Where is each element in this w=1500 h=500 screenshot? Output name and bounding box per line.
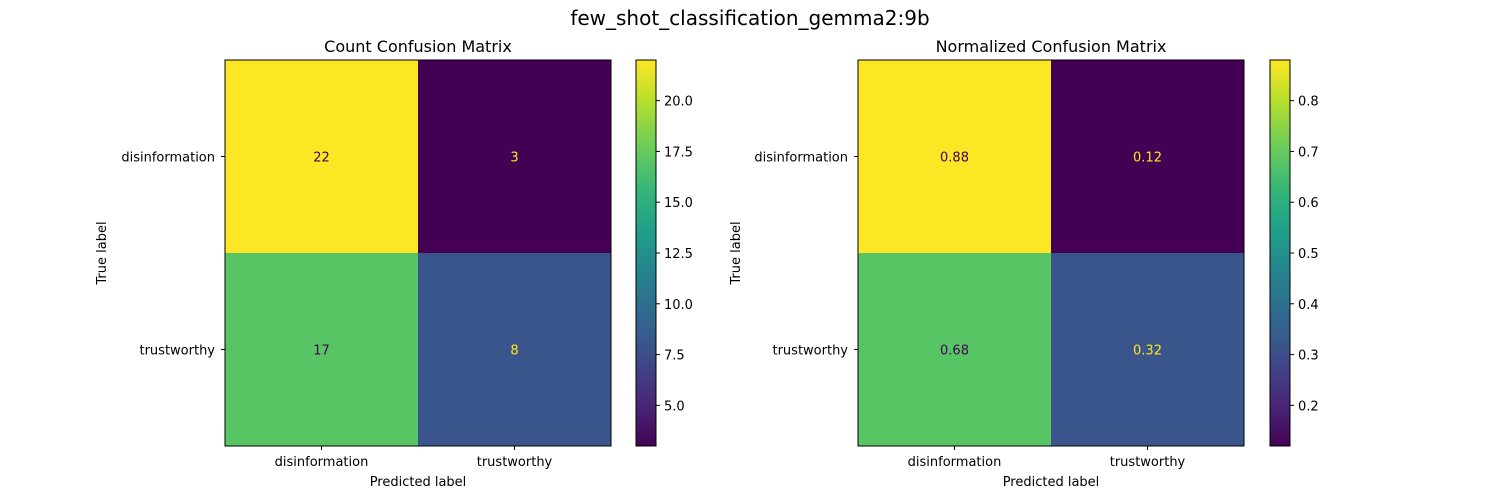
confusion-matrix-2: 0.88 0.12 0.68 0.32 Normalized Confusion Mat… — [729, 37, 1319, 490]
x-tick-label: trustworthy — [477, 455, 553, 470]
cell-value-label: 17 — [313, 344, 330, 359]
colorbar-tick-label: 0.2 — [1298, 399, 1319, 414]
cell-value-label: 0.88 — [940, 151, 969, 166]
cell-value-label: 8 — [510, 344, 518, 359]
x-tick-label: disinformation — [908, 455, 1002, 470]
y-tick-label: disinformation — [121, 151, 215, 166]
colorbar-tick-label: 7.5 — [664, 349, 685, 364]
x-axis-label: Predicted label — [1003, 475, 1100, 490]
cell-value-label: 0.12 — [1133, 151, 1162, 166]
cell-value-label: 0.32 — [1133, 344, 1162, 359]
heatmap-cell — [418, 253, 611, 446]
colorbar-tick-label: 0.3 — [1298, 349, 1319, 364]
colorbar-tick-label: 5.0 — [664, 399, 685, 414]
colorbar — [635, 59, 657, 447]
heatmap-cell — [225, 60, 418, 253]
y-tick-label: disinformation — [754, 151, 848, 166]
heatmap-cell — [1051, 253, 1244, 446]
cell-value-label: 3 — [510, 151, 518, 166]
cell-value-label: 22 — [313, 151, 330, 166]
colorbar-tick-label: 0.5 — [1298, 247, 1319, 262]
heatmap-cell — [418, 60, 611, 253]
y-tick-label: trustworthy — [772, 344, 848, 359]
colorbar-tick-label: 10.0 — [664, 298, 693, 313]
heatmap-cell — [225, 253, 418, 446]
colorbar-tick-label: 0.6 — [1298, 196, 1319, 211]
x-axis-label: Predicted label — [370, 475, 467, 490]
cell-value-label: 0.68 — [940, 344, 969, 359]
colorbar — [1269, 59, 1291, 447]
y-tick-label: trustworthy — [139, 344, 215, 359]
heatmap-cell — [858, 253, 1051, 446]
plot-frame — [857, 59, 1245, 447]
colorbar-tick-label: 0.4 — [1298, 298, 1319, 313]
charts-container: 22 3 17 8 Count Confusion Matrix disinformati… — [95, 37, 1319, 490]
colorbar-tick-label: 20.0 — [664, 95, 693, 110]
heatmap-cell — [1051, 60, 1244, 253]
confusion-matrix-1: 22 3 17 8 Count Confusion Matrix disinformati… — [95, 37, 693, 490]
colorbar-tick-label: 15.0 — [664, 196, 693, 211]
y-axis-label: True label — [729, 221, 744, 285]
plot-frame — [224, 59, 612, 447]
x-tick-label: disinformation — [275, 455, 369, 470]
figure-suptitle: few_shot_classification_gemma2:9b — [570, 6, 929, 30]
colorbar-tick-label: 0.8 — [1298, 95, 1319, 110]
chart-title: Count Confusion Matrix — [324, 37, 512, 56]
colorbar-tick-label: 12.5 — [664, 247, 693, 262]
heatmap-cell — [858, 60, 1051, 253]
colorbar-tick-label: 17.5 — [664, 145, 693, 160]
y-axis-label: True label — [95, 221, 110, 285]
colorbar-tick-label: 0.7 — [1298, 145, 1319, 160]
chart-title: Normalized Confusion Matrix — [936, 37, 1167, 56]
x-tick-label: trustworthy — [1110, 455, 1186, 470]
